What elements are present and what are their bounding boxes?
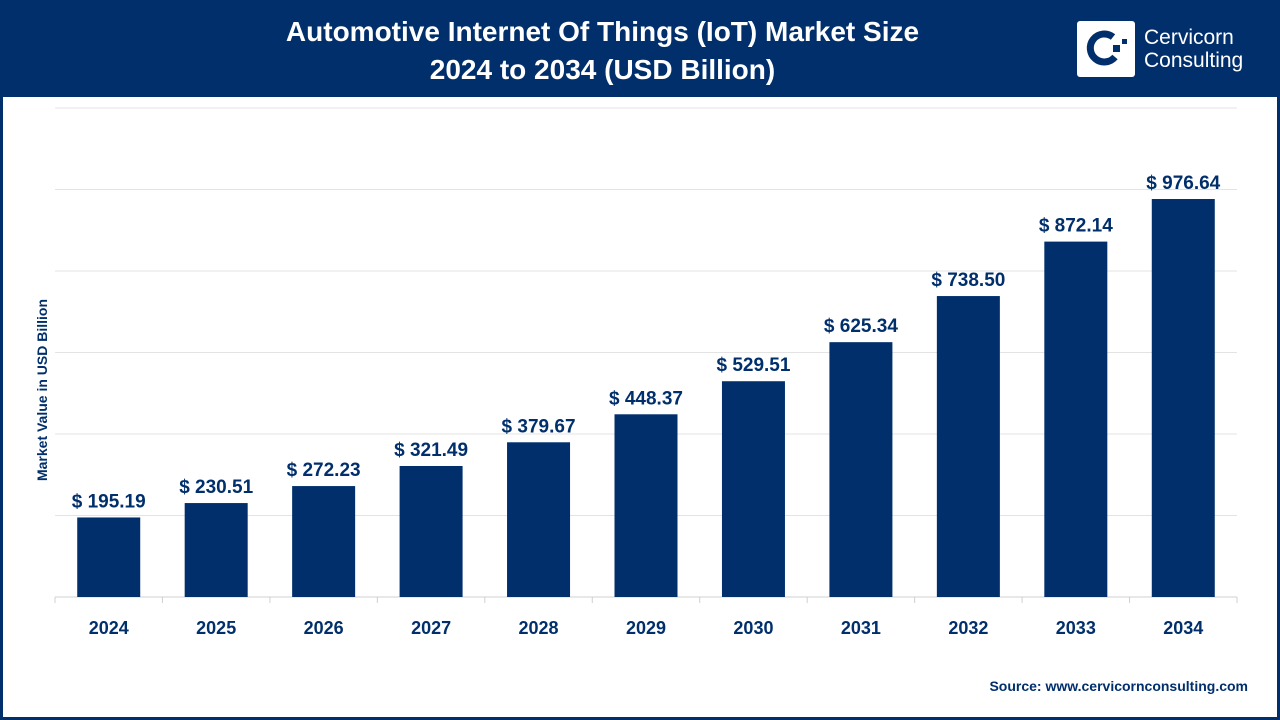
x-tick-label-2027: 2027 (411, 618, 451, 638)
data-label-2024: $ 195.19 (72, 491, 146, 512)
bar-2026 (292, 486, 356, 597)
data-label-2027: $ 321.49 (394, 440, 468, 461)
x-tick-label-2025: 2025 (196, 618, 236, 638)
data-label-2030: $ 529.51 (716, 355, 790, 376)
logo-text-line2: Consulting (1144, 49, 1244, 72)
data-label-2026: $ 272.23 (287, 460, 361, 481)
bar-2031 (829, 342, 893, 597)
data-label-2029: $ 448.37 (609, 388, 683, 409)
x-tick-label-2026: 2026 (304, 618, 344, 638)
x-tick-label-2024: 2024 (89, 618, 129, 638)
x-tick-label-2030: 2030 (733, 618, 773, 638)
data-label-2033: $ 872.14 (1039, 216, 1113, 237)
x-tick-label-2033: 2033 (1056, 618, 1096, 638)
x-tick-label-2028: 2028 (519, 618, 559, 638)
x-tick-label-2031: 2031 (841, 618, 881, 638)
bar-2030 (721, 381, 785, 597)
bar-2025 (184, 503, 248, 597)
bar-2028 (507, 442, 571, 597)
bar-2034 (1151, 199, 1215, 597)
chart-subtitle: 2024 to 2034 (USD Billion) (429, 54, 776, 85)
data-label-2025: $ 230.51 (179, 477, 253, 498)
data-label-2032: $ 738.50 (931, 270, 1005, 291)
bar-2024 (77, 517, 141, 597)
data-label-2031: $ 625.34 (824, 316, 898, 337)
bar-2029 (614, 414, 678, 597)
bar-2032 (936, 296, 1000, 597)
logo-text-line1: Cervicorn (1144, 26, 1234, 49)
x-tick-label-2034: 2034 (1163, 618, 1203, 638)
data-label-2028: $ 379.67 (502, 416, 576, 437)
bar-2027 (399, 465, 463, 597)
chart-title: Automotive Internet Of Things (IoT) Mark… (285, 16, 920, 47)
cervicorn-logo: Cervicorn Consulting (1077, 21, 1243, 77)
source-note: Source: www.cervicornconsulting.com (989, 678, 1248, 694)
data-label-2034: $ 976.64 (1146, 173, 1220, 194)
bar-2033 (1044, 241, 1108, 597)
logo-mark-icon (1077, 21, 1135, 77)
x-tick-label-2032: 2032 (948, 618, 988, 638)
header-band: Automotive Internet Of Things (IoT) Mark… (0, 0, 1280, 97)
x-tick-label-2029: 2029 (626, 618, 666, 638)
